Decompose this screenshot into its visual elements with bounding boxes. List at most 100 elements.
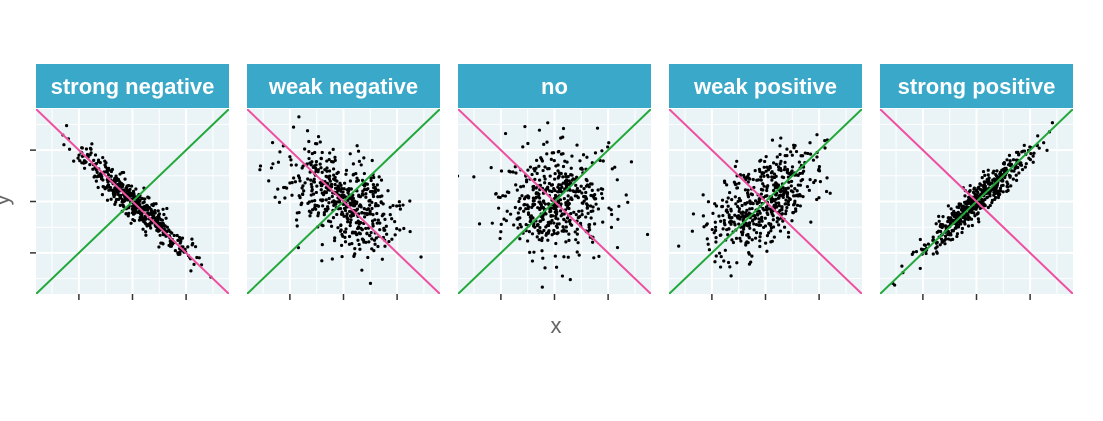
- data-point: [146, 222, 151, 227]
- data-point: [607, 141, 611, 145]
- data-point: [348, 152, 352, 156]
- data-point: [112, 192, 116, 196]
- data-point: [790, 165, 795, 169]
- data-point: [116, 182, 120, 186]
- data-point: [581, 201, 585, 205]
- points-layer: [36, 109, 229, 294]
- data-point: [744, 241, 748, 245]
- data-point: [593, 192, 597, 197]
- data-point: [159, 218, 163, 222]
- data-point: [785, 147, 789, 151]
- data-point: [769, 222, 773, 226]
- data-point: [127, 188, 131, 193]
- data-point: [752, 222, 756, 226]
- data-point: [690, 229, 694, 233]
- data-point: [960, 226, 965, 231]
- data-point: [599, 187, 603, 191]
- data-point: [811, 158, 816, 162]
- data-point: [559, 189, 563, 194]
- data-point: [998, 186, 1003, 190]
- data-point: [84, 147, 89, 151]
- data-point: [934, 246, 938, 250]
- data-point: [368, 209, 372, 213]
- data-point: [330, 200, 334, 204]
- facet-strip: [36, 64, 229, 108]
- data-point: [309, 178, 313, 182]
- points-layer: [669, 109, 862, 294]
- data-point: [989, 181, 993, 185]
- data-point: [524, 178, 529, 182]
- data-point: [532, 186, 536, 190]
- data-point: [705, 237, 709, 241]
- data-point: [734, 182, 738, 186]
- data-point: [518, 196, 522, 201]
- data-point: [566, 175, 570, 179]
- data-point: [333, 236, 337, 240]
- data-point: [114, 174, 118, 178]
- data-point: [514, 183, 518, 187]
- data-point: [133, 205, 138, 209]
- data-point: [564, 180, 569, 184]
- data-point: [975, 212, 979, 216]
- data-point: [288, 155, 292, 159]
- data-point: [559, 183, 563, 187]
- data-point: [731, 240, 736, 245]
- data-point: [746, 180, 750, 184]
- data-point: [775, 216, 780, 220]
- data-point: [156, 229, 160, 233]
- data-point: [507, 190, 511, 195]
- data-point: [105, 198, 110, 202]
- data-point: [545, 224, 549, 228]
- data-point: [751, 177, 755, 182]
- data-point: [546, 167, 550, 171]
- data-point: [534, 195, 539, 199]
- data-point: [782, 168, 786, 172]
- data-point: [313, 150, 317, 155]
- data-point: [539, 203, 543, 207]
- data-point: [732, 220, 736, 224]
- data-point: [740, 233, 745, 237]
- data-point: [764, 241, 768, 245]
- data-point: [556, 199, 560, 203]
- data-point: [772, 161, 776, 165]
- data-point: [540, 249, 544, 253]
- data-point: [359, 163, 363, 167]
- data-point: [720, 198, 725, 202]
- data-point: [477, 222, 482, 226]
- data-point: [368, 234, 372, 238]
- data-point: [270, 141, 275, 145]
- data-point: [348, 220, 352, 225]
- data-point: [77, 153, 81, 157]
- data-point: [277, 200, 282, 205]
- data-point: [736, 214, 741, 218]
- data-point: [395, 204, 399, 208]
- data-point: [588, 228, 592, 232]
- data-point: [555, 225, 559, 230]
- data-point: [326, 205, 330, 209]
- data-point: [725, 183, 729, 187]
- data-point: [131, 204, 135, 208]
- facet-label: weak positive: [693, 74, 837, 99]
- data-point: [538, 200, 542, 204]
- data-point: [818, 180, 822, 184]
- data-point: [949, 207, 953, 211]
- data-point: [162, 212, 166, 217]
- data-point: [269, 166, 274, 170]
- data-point: [727, 227, 731, 231]
- data-point: [164, 216, 168, 220]
- data-point: [771, 218, 775, 222]
- data-point: [546, 220, 550, 225]
- data-point: [553, 177, 557, 181]
- data-point: [995, 183, 1000, 187]
- data-point: [313, 142, 318, 146]
- data-point: [154, 217, 158, 221]
- data-point: [524, 207, 528, 211]
- data-point: [584, 184, 589, 188]
- data-point: [765, 207, 769, 212]
- data-point: [1005, 189, 1009, 193]
- data-point: [778, 229, 783, 233]
- data-point: [737, 207, 742, 211]
- data-point: [549, 183, 554, 187]
- data-point: [560, 229, 564, 233]
- data-point: [340, 254, 344, 259]
